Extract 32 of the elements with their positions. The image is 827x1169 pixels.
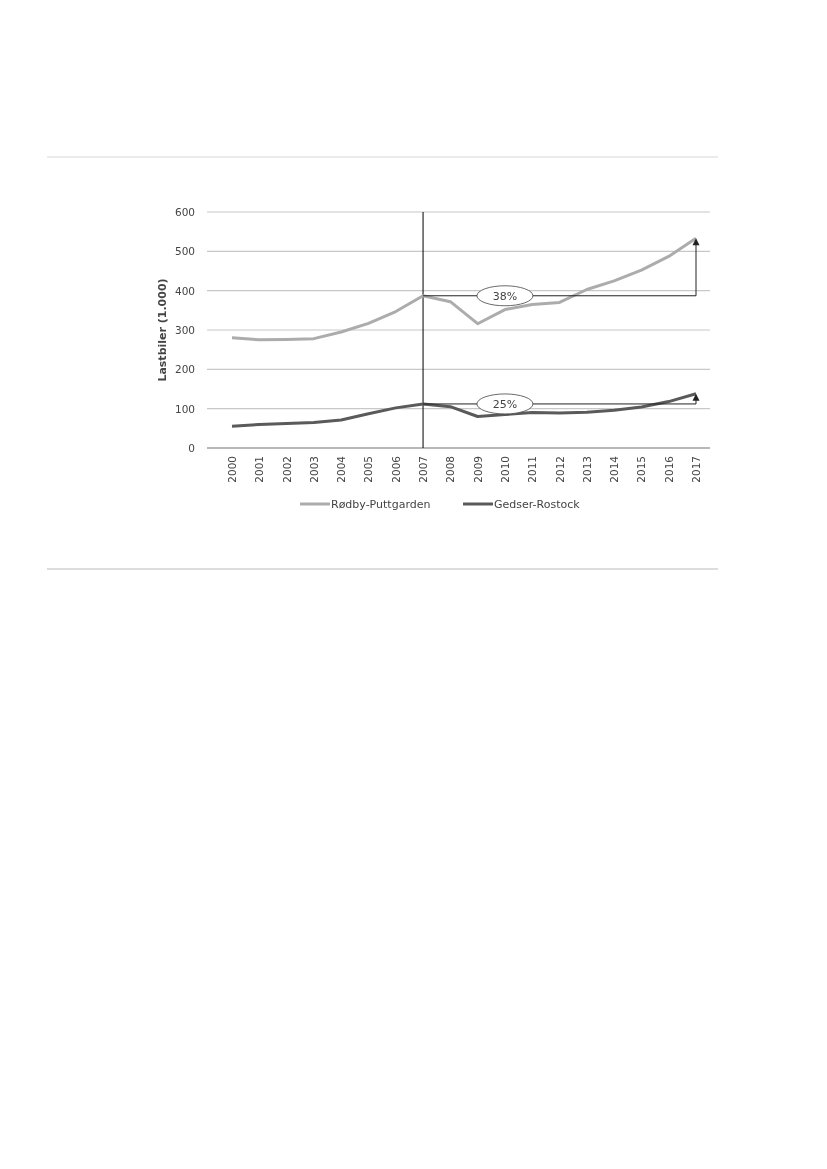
x-tick-label: 2017 [690,456,702,483]
y-tick-label: 400 [174,284,195,297]
x-tick-label: 2016 [662,455,675,483]
x-tick-label: 2005 [362,456,375,483]
y-tick-label: 300 [174,324,195,336]
y-tick-label: 200 [174,363,195,376]
y-tick-label: 600 [174,206,195,218]
annotation: 25% [492,397,518,411]
x-tick-label: 2004 [335,455,348,483]
x-tick-label: 2006 [389,455,402,483]
x-tick-label: 2013 [580,456,593,483]
x-tick-label: 2010 [498,456,511,483]
legend-label: Rødby-Puttgarden [331,498,431,511]
x-tick-label: 2009 [471,456,484,483]
y-axis-title: Lastbiler (1.000) [156,278,169,382]
line-series [230,236,698,342]
x-tick-label: 2003 [307,456,320,483]
x-tick-label: 2012 [553,456,566,483]
y-tick-label: 100 [174,402,195,415]
legend-label: Gedser-Rostock [494,498,581,511]
x-tick-label: 2014 [608,455,621,483]
annotation: 38% [492,289,518,303]
x-tick-label: 2000 [226,456,238,483]
x-tick-label: 2011 [526,456,539,483]
line-series [230,392,698,428]
x-tick-label: 2007 [417,456,430,483]
x-tick-label: 2008 [444,456,457,483]
y-tick-label: 0 [188,442,195,454]
x-tick-label: 2015 [635,456,648,483]
x-tick-label: 2002 [280,456,293,483]
x-tick-label: 2001 [253,456,266,483]
y-tick-label: 500 [174,245,195,258]
